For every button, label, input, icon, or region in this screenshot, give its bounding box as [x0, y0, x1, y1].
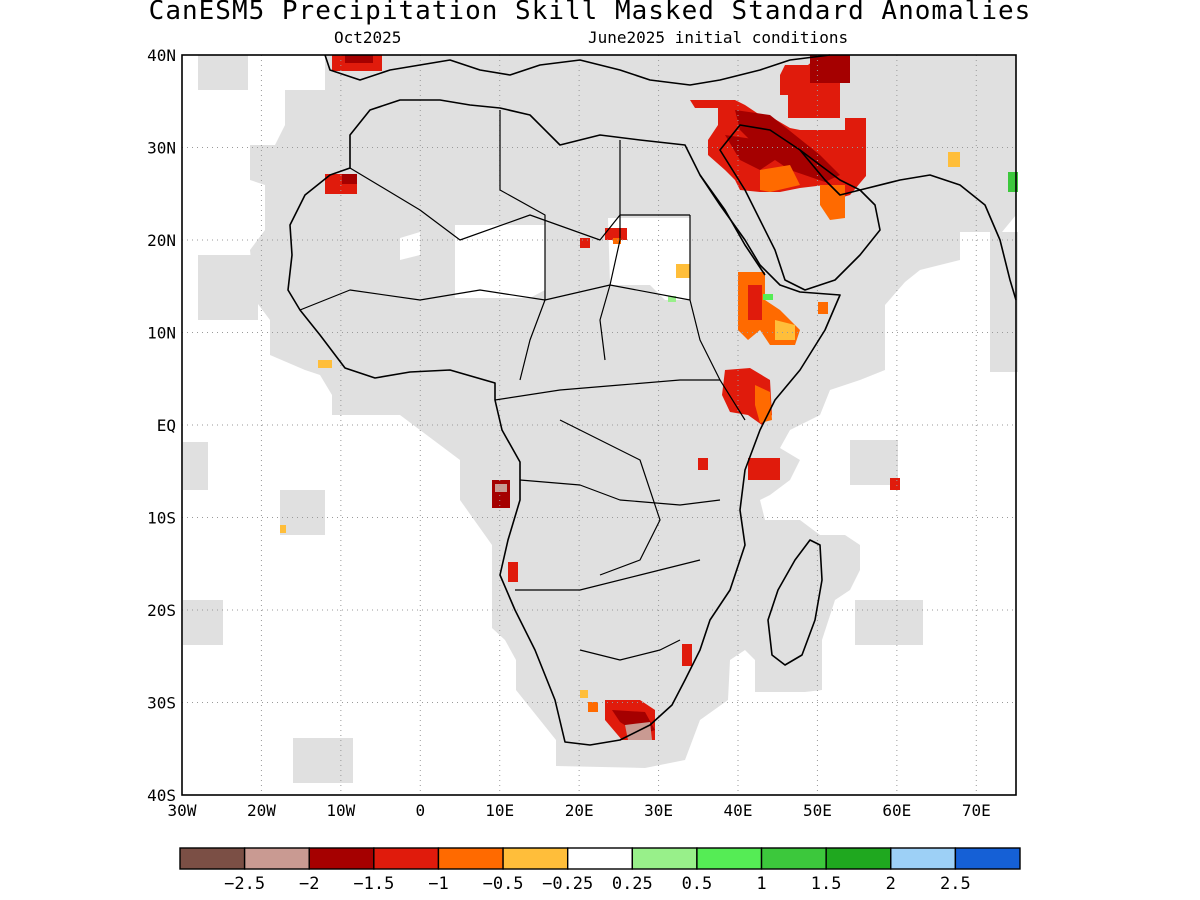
latitude-tick-label: 30S [147, 694, 176, 713]
no-skill-gaps [400, 218, 690, 300]
colorbar-label: −0.25 [542, 874, 593, 894]
mask-atlantic-block-1 [183, 442, 208, 490]
colorbar-label: −2 [299, 874, 319, 894]
skill-mask-layer [183, 55, 1018, 783]
longitude-tick-label: 0 [415, 801, 425, 820]
latitude-tick-labels: 40N 30N 20N 10N EQ 10S 20S 30S 40S [147, 46, 176, 805]
colorbar-label: −1 [428, 874, 448, 894]
longitude-tick-label: 30W [168, 801, 197, 820]
colorbar-label: 1 [756, 874, 766, 894]
mask-main-region [248, 55, 1016, 768]
map-frame [181, 54, 1017, 796]
colorbar-swatch [437, 847, 504, 870]
anomaly-mozambique [682, 644, 692, 666]
colorbar-swatch [502, 847, 569, 870]
longitude-tick-labels: 30W 20W 10W 0 10E 20E 30E 40E 50E 60E 70E [168, 801, 991, 820]
anomaly-angola [508, 562, 518, 582]
gap-sahara [455, 225, 545, 298]
latitude-tick-label: 10N [147, 324, 176, 343]
colorbar-label: 0.5 [682, 874, 713, 894]
colorbar-swatch [308, 847, 375, 870]
anomaly-west-africa [318, 360, 332, 368]
colorbar-swatch [566, 847, 634, 870]
colorbar-swatch [696, 847, 763, 870]
init-conditions-label: June2025 initial conditions [588, 28, 849, 47]
africa-coastline [287, 99, 841, 746]
border-sa [579, 639, 681, 661]
anomaly-libya [605, 228, 627, 240]
mask-indian-ocean-2 [855, 600, 923, 645]
anomaly-sudan-yellow [676, 264, 690, 278]
colorbar-swatch [954, 847, 1021, 870]
colorbar-swatch [243, 847, 310, 870]
colorbar-label: −2.5 [224, 874, 265, 894]
longitude-tick-label: 50E [803, 801, 832, 820]
latitude-tick-label: 40N [147, 46, 176, 65]
longitude-tick-label: 10E [485, 801, 514, 820]
colorbar-swatch [760, 847, 827, 870]
arabia-coastline [719, 124, 881, 291]
longitude-tick-label: 70E [962, 801, 991, 820]
mask-nw-block [198, 55, 248, 90]
border-east [689, 215, 746, 421]
longitude-tick-label: 10W [326, 801, 355, 820]
mask-canary-block [198, 255, 258, 320]
madagascar-coastline [767, 539, 823, 666]
colorbar-label: 2.5 [940, 874, 971, 894]
longitude-tick-label: 20W [247, 801, 276, 820]
latitude-tick-label: EQ [157, 416, 176, 435]
gap-western-sahara [400, 232, 420, 260]
coastlines-layer [287, 54, 1017, 746]
colorbar-label: 2 [886, 874, 896, 894]
gap-sudan [608, 218, 690, 300]
colorbar-swatch [825, 847, 892, 870]
border-nile [599, 140, 621, 361]
latitude-tick-label: 20S [147, 601, 176, 620]
latitude-tick-label: 10S [147, 509, 176, 528]
border-west [499, 110, 546, 381]
mask-atlantic-block-3 [183, 600, 223, 645]
anomaly-somalia [818, 302, 828, 314]
anomaly-chad [580, 238, 590, 248]
longitude-tick-label: 40E [724, 801, 753, 820]
mask-indian-ocean-1 [850, 440, 898, 485]
anomaly-seychelles [890, 478, 900, 490]
latitude-tick-label: 40S [147, 786, 176, 805]
latitude-tick-label: 30N [147, 139, 176, 158]
mask-atlantic-block-2 [280, 490, 325, 535]
mask-atlantic-block-4 [293, 738, 353, 783]
europe-coastline [324, 54, 831, 86]
border-congo [559, 419, 661, 576]
colorbar-label: 0.25 [612, 874, 653, 894]
colorbar-swatch [179, 847, 246, 870]
border-southern [519, 479, 721, 506]
persian-gulf [799, 149, 861, 191]
valid-month-label: Oct2025 [334, 28, 402, 47]
colorbar-label: −1.5 [353, 874, 394, 894]
longitude-tick-label: 30E [644, 801, 673, 820]
anomaly-pakistan [948, 152, 960, 167]
longitude-tick-label: 60E [882, 801, 911, 820]
border-south [515, 559, 701, 591]
map-title: CanESM5 Precipitation Skill Masked Stand… [148, 0, 1032, 26]
border-central [494, 379, 720, 401]
gridlines [182, 55, 1016, 795]
longitude-tick-label: 20E [565, 801, 594, 820]
colorbar-swatch [631, 847, 698, 870]
colorbar: −2.5 −2 −1.5 −1 −0.5 −0.25 0.25 0.5 1 1.5 2 2.5 [179, 847, 1021, 894]
anomaly-tanzania-coast [748, 458, 780, 480]
colorbar-label: 1.5 [811, 874, 842, 894]
anomaly-sudan-green [668, 296, 676, 302]
latitude-tick-label: 20N [147, 231, 176, 250]
anomaly-india-green [1008, 172, 1018, 192]
colorbar-label: −0.5 [483, 874, 524, 894]
colorbar-swatch [890, 847, 957, 870]
asia-coastline [859, 174, 1017, 301]
anomaly-uganda [698, 458, 708, 470]
colorbar-swatch [373, 847, 440, 870]
red-sea-inner [699, 174, 766, 276]
